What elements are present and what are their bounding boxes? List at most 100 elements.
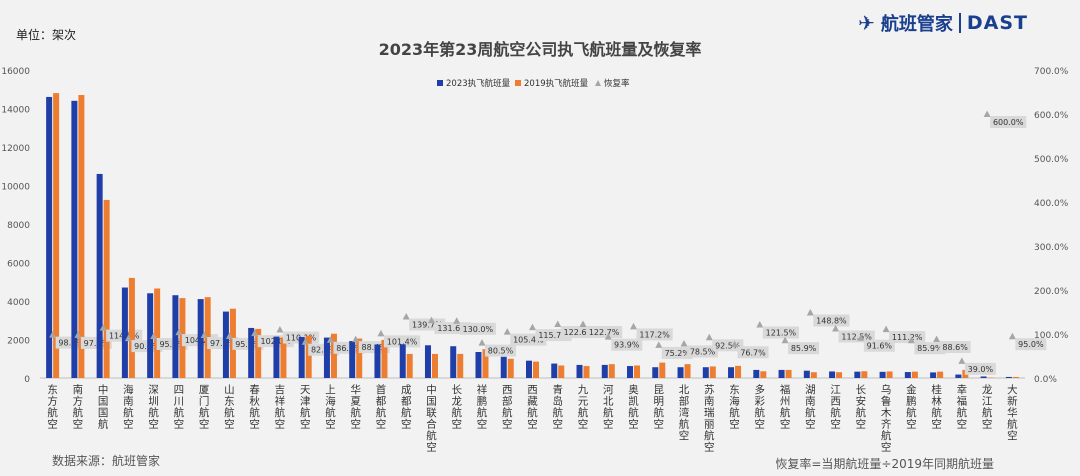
recovery-marker (326, 336, 334, 343)
category-label: 东方航空 (47, 383, 58, 431)
category-label: 湖南航空 (805, 384, 816, 431)
category-label: 西藏航空 (527, 384, 538, 431)
recovery-data-label: 85.9% (791, 344, 817, 353)
category-label: 奥凯航空 (628, 383, 639, 431)
recovery-marker (175, 328, 183, 336)
category-label: 首都航空 (376, 383, 387, 431)
recovery-marker (958, 357, 966, 364)
bar-2019 (482, 349, 489, 378)
recovery-label-box (484, 344, 516, 357)
recovery-data-label: 131.6% (437, 324, 468, 333)
category-label: 多彩航空 (755, 383, 766, 431)
category-label: 九元航空 (578, 384, 589, 431)
recovery-label-box (1015, 338, 1047, 351)
category-label: 上海航空 (325, 384, 336, 431)
bar-2023 (323, 337, 330, 378)
recovery-marker (604, 333, 612, 340)
category-label: 幸福航空 (957, 384, 968, 431)
category-label: 中国联合航空 (426, 383, 437, 454)
bar-2019 (583, 366, 590, 378)
recovery-marker (74, 331, 82, 338)
brand-logo: ✈ 航班管家 DAST (858, 10, 1028, 36)
bar-2023 (980, 376, 987, 378)
recovery-marker (705, 333, 713, 341)
bar-2023 (450, 346, 457, 378)
recovery-data-label: 101.4% (387, 337, 418, 346)
bar-2023 (349, 341, 356, 378)
recovery-marker (150, 332, 158, 339)
recovery-marker (377, 329, 385, 337)
category-label: 厦门航空 (199, 384, 210, 431)
bar-2023 (854, 371, 861, 378)
recovery-label-box (939, 341, 971, 354)
recovery-marker (983, 110, 991, 117)
bar-2019 (836, 372, 843, 378)
recovery-marker (933, 335, 941, 343)
recovery-marker (655, 341, 663, 348)
bar-2023 (904, 372, 911, 378)
bar-2023 (702, 367, 709, 378)
bar-2019 (78, 95, 85, 379)
bar-2023 (652, 367, 659, 378)
logo-text-cn: 航班管家 (880, 14, 953, 35)
bar-2023 (778, 369, 785, 378)
y-right-tick-label: 400.0% (1034, 199, 1069, 209)
bar-2023 (273, 336, 280, 378)
recovery-label-box (459, 322, 496, 335)
bar-2023 (955, 374, 962, 378)
bar-2019 (558, 365, 565, 378)
y-right-tick-label: 500.0% (1034, 155, 1069, 165)
bar-2019 (103, 199, 110, 378)
recovery-label-box (964, 362, 996, 375)
y-left-tick-label: 8000 (7, 221, 30, 231)
bar-2023 (879, 371, 886, 378)
recovery-label-box (636, 328, 673, 341)
category-label: 金鹏航空 (906, 383, 917, 431)
recovery-data-label: 93.9% (614, 341, 640, 350)
recovery-data-label: 97.9% (84, 339, 110, 348)
recovery-marker (832, 325, 840, 332)
bar-2023 (248, 327, 255, 378)
recovery-data-label: 95.0% (1018, 340, 1044, 349)
category-label: 四川航空 (174, 384, 185, 431)
bar-2019 (1012, 376, 1019, 378)
recovery-label-box (813, 314, 850, 327)
recovery-data-label: 121.5% (766, 329, 797, 338)
category-label: 春秋航空 (249, 384, 260, 431)
category-label: 大新华航空 (1007, 383, 1018, 442)
recovery-data-label: 148.8% (816, 317, 847, 326)
y-right-tick-label: 300.0% (1034, 243, 1069, 253)
category-label: 长龙航空 (451, 384, 462, 431)
recovery-marker (251, 329, 259, 337)
recovery-label-box (762, 326, 800, 339)
bar-2019 (634, 365, 641, 378)
bar-2019 (431, 353, 438, 378)
bar-2019 (608, 364, 615, 378)
category-label: 福州航空 (780, 383, 791, 431)
bar-2019 (659, 362, 666, 378)
recovery-data-label: 76.7% (740, 348, 766, 357)
bar-2019 (861, 371, 868, 378)
recovery-marker (352, 335, 360, 343)
recovery-label-box (788, 342, 820, 355)
recovery-data-label: 105.4% (513, 336, 544, 345)
category-label: 东海航空 (729, 383, 740, 431)
recovery-data-label: 111.2% (892, 333, 923, 342)
bar-2019 (154, 288, 161, 378)
category-label: 华夏航空 (350, 383, 361, 431)
y-left-tick-label: 12000 (1, 144, 30, 154)
bar-2023 (728, 367, 735, 378)
bar-2023 (829, 371, 836, 378)
recovery-marker (756, 321, 764, 328)
bar-2023 (551, 363, 558, 378)
bar-2023 (627, 366, 634, 378)
y-left-tick-label: 6000 (7, 260, 30, 270)
recovery-label-box (611, 338, 643, 351)
bar-2019 (356, 338, 363, 378)
recovery-marker (453, 317, 461, 324)
legend-swatch-2019 (515, 80, 521, 86)
recovery-marker (630, 322, 638, 330)
recovery-data-label: 92.5% (715, 341, 741, 350)
recovery-data-label: 91.6% (867, 342, 893, 351)
